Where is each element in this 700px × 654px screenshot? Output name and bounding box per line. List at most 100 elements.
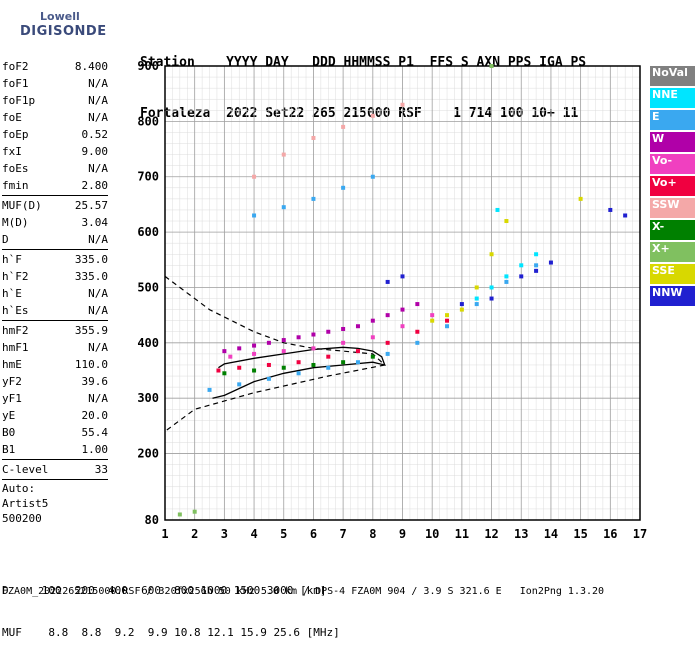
- echo-point: [341, 326, 346, 331]
- echo-point: [474, 296, 479, 301]
- chart-legend: NoVal NNE E W Vo- Vo+ SSW X- X+ SSE NNW: [650, 66, 695, 308]
- x-tick-label: 1: [161, 527, 168, 541]
- plot-frame: [164, 65, 641, 521]
- param-row: MUF(D) 25.57: [2, 197, 108, 214]
- echo-point: [578, 196, 583, 201]
- param-row: foEs N/A: [2, 160, 108, 177]
- param-label: h`F: [2, 253, 22, 266]
- x-tick-label: 14: [544, 527, 558, 541]
- legend-entry-ssw: SSW: [650, 198, 695, 218]
- param-row: yF1 N/A: [2, 390, 108, 407]
- echo-point: [400, 307, 405, 312]
- param-value: N/A: [88, 77, 108, 90]
- x-tick-label: 10: [425, 527, 439, 541]
- param-value: N/A: [88, 162, 108, 175]
- footer-d-row: D 100 200 400 600 800 1000 1500 3000 [km…: [2, 584, 327, 597]
- echo-point: [459, 307, 464, 312]
- y-tick-label: 800: [137, 114, 159, 128]
- legend-entry-sse: SSE: [650, 264, 695, 284]
- echo-point: [445, 324, 450, 329]
- echo-point: [252, 343, 257, 348]
- echo-point: [266, 376, 271, 381]
- param-value: 335.0: [74, 253, 108, 266]
- echo-point: [608, 207, 613, 212]
- echo-point: [296, 371, 301, 376]
- echo-point: [311, 346, 316, 351]
- param-value: N/A: [88, 304, 108, 317]
- echo-point: [504, 279, 509, 284]
- echo-point: [296, 335, 301, 340]
- param-label: B1: [2, 443, 16, 456]
- param-label: foEp: [2, 128, 29, 141]
- echo-point: [445, 313, 450, 318]
- param-row: D N/A: [2, 231, 108, 248]
- param-value: 355.9: [74, 324, 108, 337]
- echo-point: [534, 263, 539, 268]
- param-label: MUF(D): [2, 199, 42, 212]
- echo-point: [341, 185, 346, 190]
- param-row: hmE 110.0: [2, 356, 108, 373]
- y-tick-label: 80: [145, 513, 159, 527]
- param-value: 0.52: [81, 128, 109, 141]
- param-label: foF2: [2, 60, 29, 73]
- echo-point: [281, 152, 286, 157]
- param-value: 2.80: [81, 179, 109, 192]
- param-value: N/A: [88, 287, 108, 300]
- echo-point: [252, 174, 257, 179]
- param-row: h`F 335.0: [2, 251, 108, 268]
- echo-point: [385, 351, 390, 356]
- echo-point: [341, 340, 346, 345]
- echo-point: [474, 285, 479, 290]
- param-row: foF1 N/A: [2, 75, 108, 92]
- param-value: 8.400: [74, 60, 108, 73]
- echo-point: [489, 252, 494, 257]
- param-separator: [2, 459, 108, 460]
- echo-point: [281, 349, 286, 354]
- echo-point: [430, 318, 435, 323]
- echo-point: [548, 260, 553, 265]
- y-tick-label: 900: [137, 59, 159, 73]
- echo-point: [519, 263, 524, 268]
- param-value: N/A: [88, 94, 108, 107]
- echo-point: [400, 102, 405, 107]
- echo-point: [534, 252, 539, 257]
- logo-line1: Lowell: [40, 10, 80, 23]
- param-note: Artist5: [2, 497, 49, 510]
- echo-point: [385, 279, 390, 284]
- param-row: hmF1 N/A: [2, 339, 108, 356]
- param-label: C-level: [2, 463, 49, 476]
- x-tick-label: 2: [191, 527, 198, 541]
- param-label: h`E: [2, 287, 22, 300]
- param-row: B0 55.4: [2, 424, 108, 441]
- echo-point: [228, 354, 233, 359]
- param-label: D: [2, 233, 9, 246]
- echo-point: [207, 387, 212, 392]
- echo-point: [281, 338, 286, 343]
- param-label: yE: [2, 409, 16, 422]
- param-row: h`Es N/A: [2, 302, 108, 319]
- x-tick-label: 7: [340, 527, 347, 541]
- muf-table: D 100 200 400 600 800 1000 1500 3000 [km…: [2, 556, 340, 654]
- echo-point: [281, 365, 286, 370]
- digisonde-logo: Lowell DIGISONDE: [12, 10, 122, 42]
- echo-point: [415, 302, 420, 307]
- param-row: h`E N/A: [2, 285, 108, 302]
- x-tick-label: 16: [603, 527, 617, 541]
- echo-point: [326, 354, 331, 359]
- param-label: hmE: [2, 358, 22, 371]
- file-info-line: FZA0M_2022265215000.RSF / 320fx256h 50 k…: [2, 586, 605, 597]
- param-row: hmF2 355.9: [2, 322, 108, 339]
- echo-point: [370, 335, 375, 340]
- echo-point: [252, 368, 257, 373]
- param-label: hmF1: [2, 341, 29, 354]
- echo-point: [237, 346, 242, 351]
- param-label: foF1: [2, 77, 29, 90]
- param-value: 20.0: [81, 409, 109, 422]
- param-value: 335.0: [74, 270, 108, 283]
- param-row: M(D) 3.04: [2, 214, 108, 231]
- echo-point: [430, 313, 435, 318]
- param-label: hmF2: [2, 324, 29, 337]
- x-tick-label: 4: [250, 527, 257, 541]
- param-row: fxI 9.00: [2, 143, 108, 160]
- param-row: foE N/A: [2, 109, 108, 126]
